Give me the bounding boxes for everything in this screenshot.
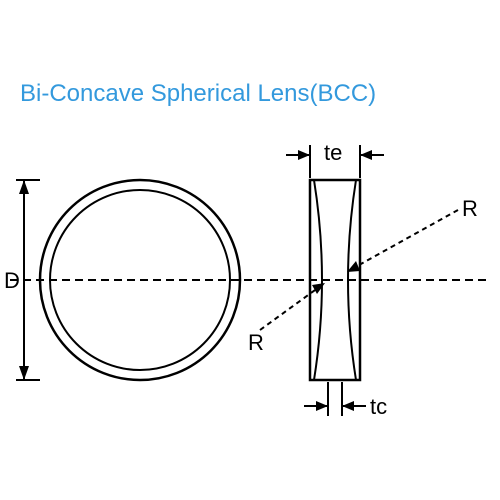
- diagram-title: Bi-Concave Spherical Lens(BCC): [20, 80, 376, 108]
- r-left-arrowhead: [312, 283, 325, 294]
- d-arrow-top: [19, 180, 29, 194]
- label-r-right: R: [462, 196, 478, 222]
- lens-diagram: [0, 0, 500, 500]
- tc-arrow-left: [316, 401, 328, 411]
- d-arrow-bot: [19, 366, 29, 380]
- label-te: te: [324, 140, 342, 166]
- te-arrow-right: [360, 150, 372, 160]
- r-right-leader: [350, 210, 458, 270]
- label-r-left: R: [248, 330, 264, 356]
- label-tc: tc: [370, 394, 387, 420]
- r-left-leader: [260, 285, 322, 330]
- te-arrow-left: [298, 150, 310, 160]
- tc-arrow-right: [342, 401, 354, 411]
- label-d: D: [4, 268, 20, 294]
